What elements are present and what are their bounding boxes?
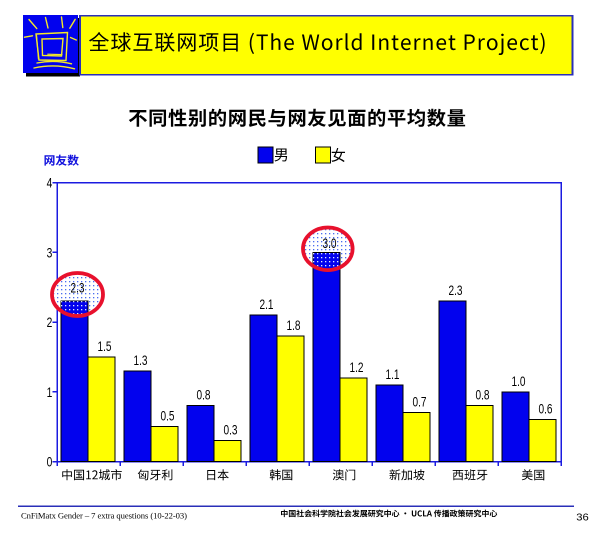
svg-text:0: 0 bbox=[47, 454, 53, 470]
svg-text:3: 3 bbox=[47, 244, 53, 260]
svg-text:1.5: 1.5 bbox=[98, 338, 112, 354]
svg-text:1.1: 1.1 bbox=[386, 366, 400, 382]
svg-text:CnFiMatx Gender – 7 extra ques: CnFiMatx Gender – 7 extra questions (10-… bbox=[21, 511, 187, 521]
svg-text:0.3: 0.3 bbox=[224, 422, 238, 438]
svg-text:0.7: 0.7 bbox=[413, 394, 427, 410]
svg-text:0.8: 0.8 bbox=[476, 387, 490, 403]
svg-text:4: 4 bbox=[47, 175, 53, 191]
svg-text:2.1: 2.1 bbox=[260, 296, 274, 312]
svg-text:0.5: 0.5 bbox=[161, 408, 175, 424]
svg-text:1: 1 bbox=[47, 384, 53, 400]
svg-text:1.0: 1.0 bbox=[512, 373, 526, 389]
svg-text:36: 36 bbox=[576, 511, 589, 523]
svg-text:1.8: 1.8 bbox=[287, 317, 301, 333]
svg-text:2.3: 2.3 bbox=[71, 280, 85, 296]
svg-text:1.2: 1.2 bbox=[350, 359, 364, 375]
svg-text:0.8: 0.8 bbox=[197, 387, 211, 403]
svg-text:0.6: 0.6 bbox=[539, 401, 553, 417]
svg-text:2: 2 bbox=[47, 314, 53, 330]
svg-text:1.3: 1.3 bbox=[134, 352, 148, 368]
svg-text:3.0: 3.0 bbox=[323, 235, 337, 251]
svg-text:2.3: 2.3 bbox=[449, 282, 463, 298]
